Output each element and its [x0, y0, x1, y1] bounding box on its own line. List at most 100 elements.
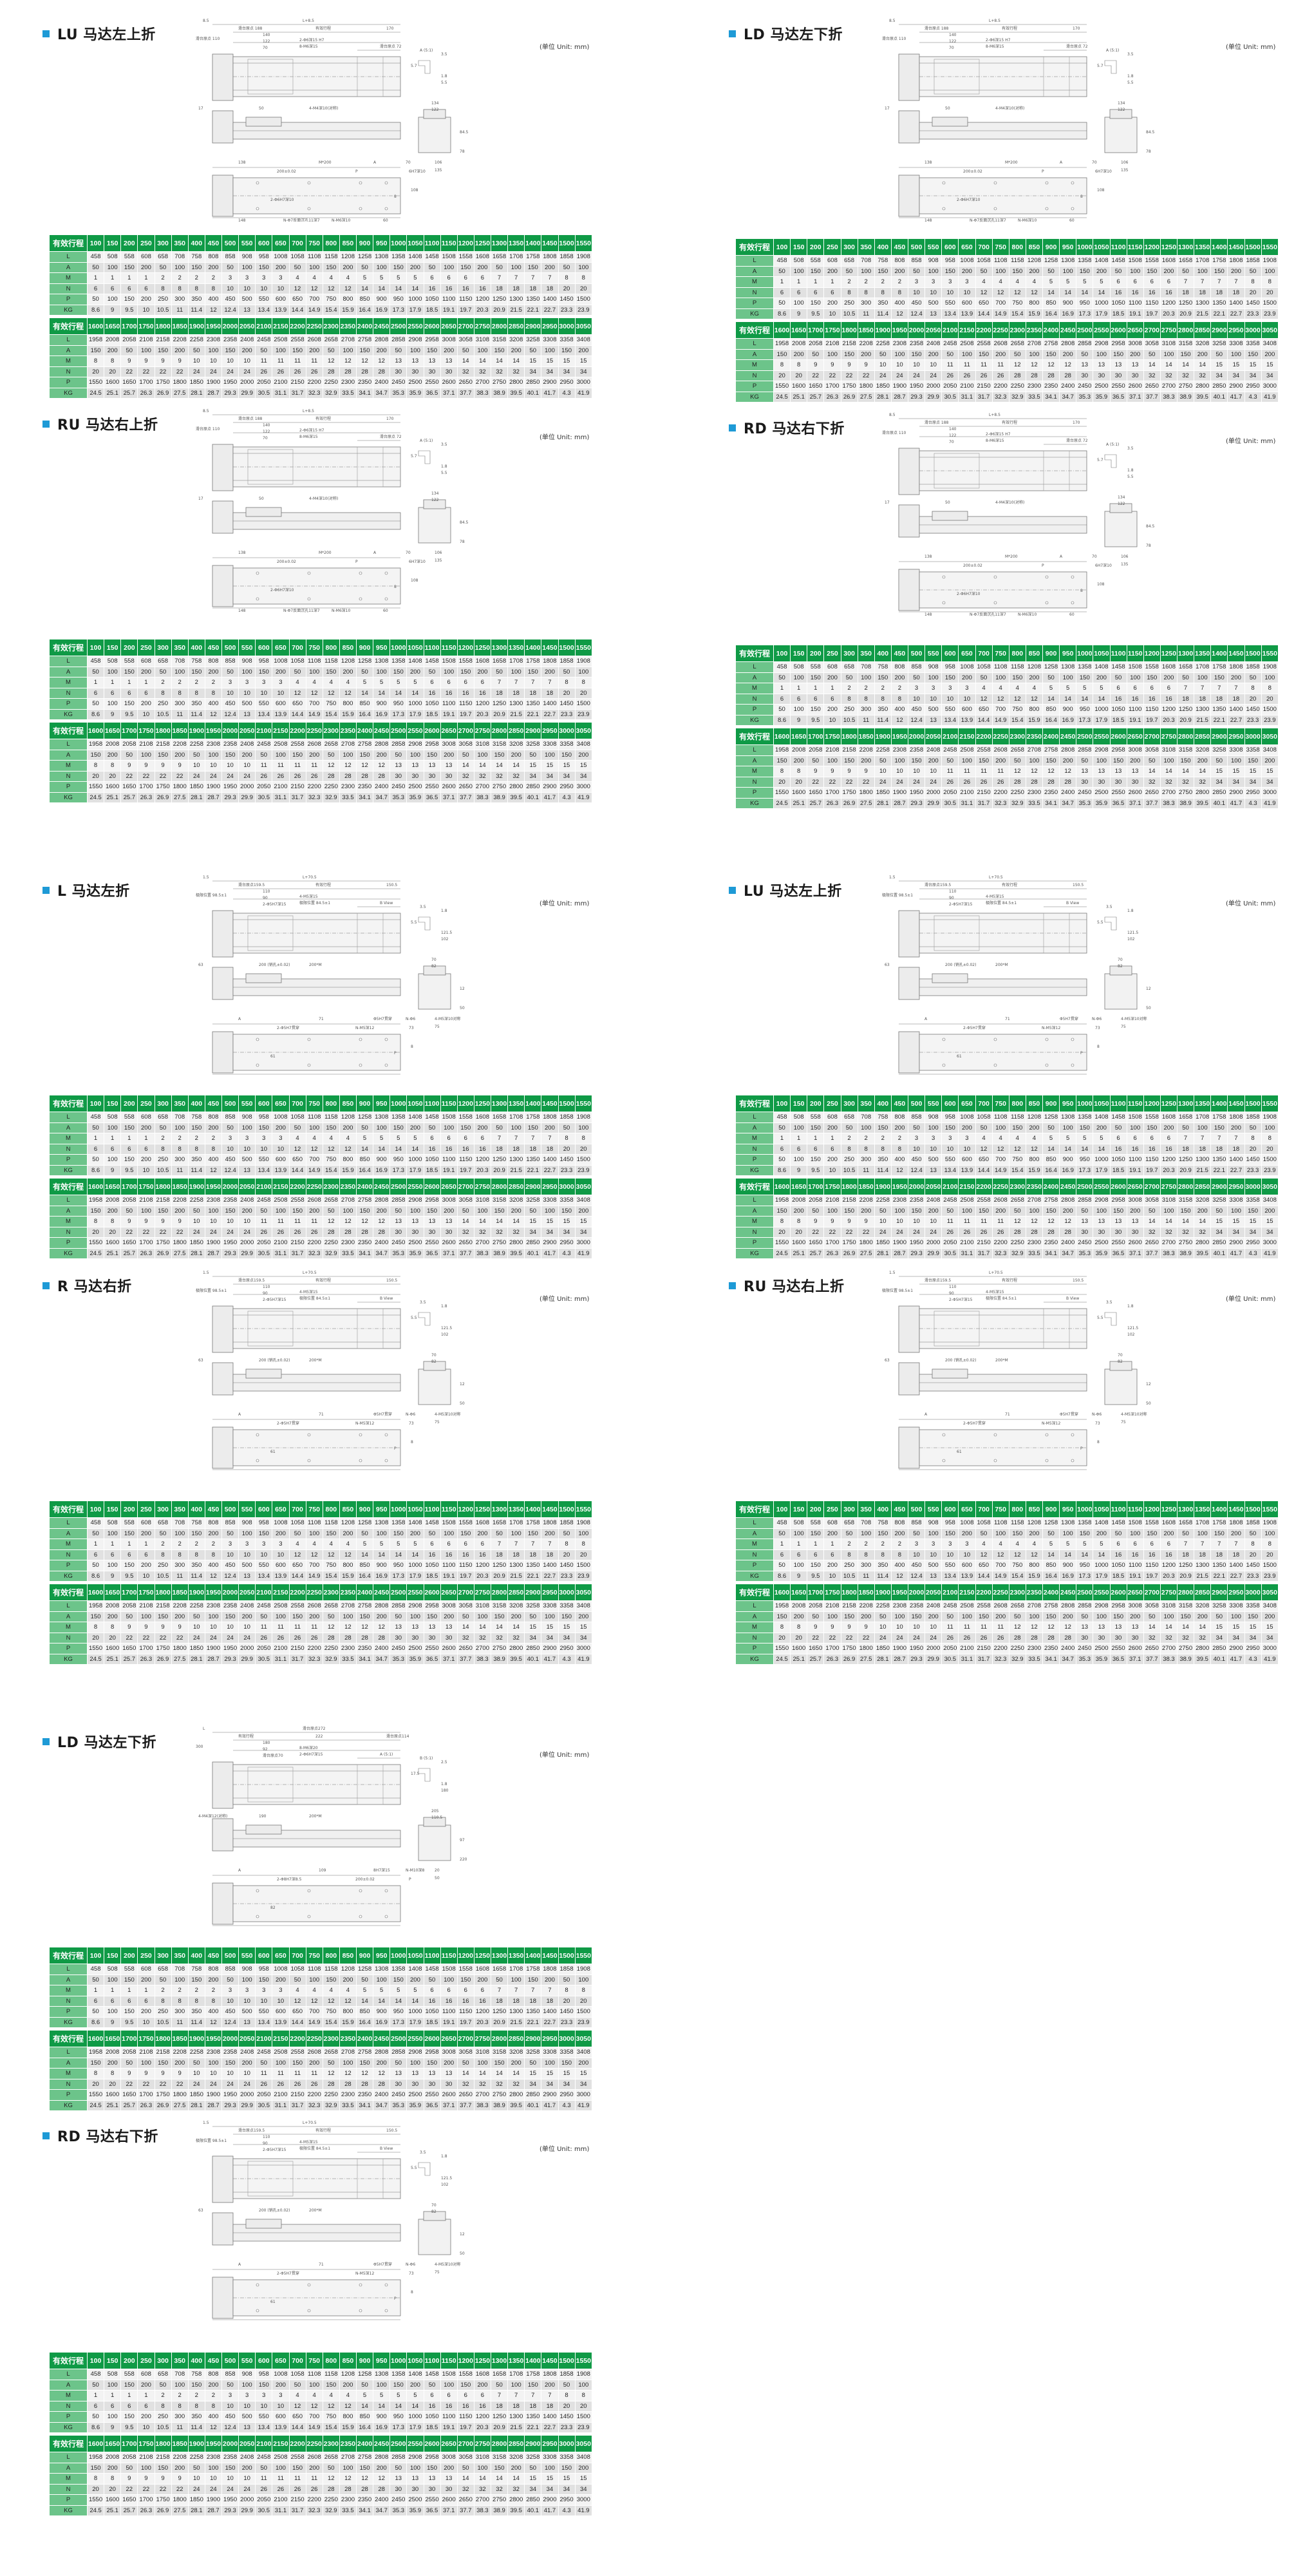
table-cell: 200 — [1026, 1122, 1042, 1133]
table-cell: 2758 — [357, 739, 373, 750]
table-cell: 13 — [925, 715, 942, 725]
table-cell: 100 — [104, 1560, 121, 1571]
stroke-header-cell: 450 — [205, 1947, 221, 1964]
dimension-label: 300 — [196, 1745, 203, 1749]
mounting-hole — [1045, 181, 1049, 185]
table-cell: 27.5 — [171, 2100, 188, 2110]
stroke-header-cell: 150 — [791, 1501, 807, 1517]
stroke-header-cell: 2750 — [474, 2436, 491, 2452]
table-cell: 3408 — [575, 1195, 592, 1206]
title-marker-icon — [42, 420, 50, 428]
table-cell: 2608 — [306, 739, 323, 750]
stroke-header-cell: 1200 — [457, 2353, 474, 2369]
table-cell: 28 — [373, 1227, 390, 1237]
table-cell: 150 — [558, 1611, 575, 1622]
table-cell: 2158 — [155, 2047, 171, 2058]
table-cell: 32 — [474, 366, 491, 377]
table-cell: 41.9 — [575, 1654, 592, 1664]
table-cell: 32.3 — [306, 2505, 323, 2515]
table-cell: 1608 — [474, 1964, 491, 1975]
table-cell: 1100 — [1127, 1155, 1143, 1165]
table-cell: 608 — [138, 1112, 155, 1122]
table-cell: 6 — [807, 1549, 824, 1560]
product-section: L 马达左折 (单位 Unit: mm) 1.5 L+70.5 滑台原点159.5 有效行… — [0, 875, 628, 1258]
table-cell: 10 — [239, 688, 256, 698]
table-cell: 11 — [171, 1571, 188, 1581]
table-cell: 16 — [1143, 1549, 1160, 1560]
table-cell: 100 — [138, 2058, 155, 2068]
table-cell: 50 — [424, 1975, 440, 1985]
table-cell: 6 — [1110, 277, 1127, 287]
table-cell: 39.5 — [508, 1654, 525, 1664]
table-cell: 22 — [121, 2079, 138, 2089]
table-cell: 6 — [104, 688, 121, 698]
stroke-header-cell: 1950 — [891, 1179, 908, 1195]
table-cell: 1858 — [1244, 256, 1261, 266]
table-cell: 200 — [306, 1611, 323, 1622]
dimension-label: 4-M5深10对称 — [435, 2262, 461, 2267]
stroke-header-cell: 2900 — [525, 1584, 541, 1600]
table-cell: 3000 — [575, 1238, 592, 1248]
section-title-text: RU 马达右上折 — [57, 417, 158, 433]
table-cell: 958 — [942, 1518, 959, 1528]
table-cell: 400 — [205, 2412, 221, 2422]
table-cell: 10 — [925, 1144, 942, 1154]
table-cell: 10 — [188, 2474, 205, 2484]
dimension-label: 138 — [924, 160, 932, 165]
table-cell: 19.1 — [440, 2422, 457, 2432]
table-cell: 6 — [1143, 1539, 1160, 1549]
table-cell: 200 — [205, 1975, 221, 1985]
table-cell: 12.4 — [222, 2017, 239, 2027]
table-cell: 50 — [1110, 266, 1127, 276]
stroke-header-cell: 1650 — [104, 1584, 121, 1600]
table-cell: 50 — [807, 755, 824, 766]
table-cell: 35.3 — [390, 792, 407, 802]
table-cell: 758 — [188, 656, 205, 667]
table-row: M 8 8 9 9 9 9 10 10 10 10 11 11 11 11 12 12 12 12 13 13 13 13 1… — [50, 2474, 592, 2484]
table-cell: 10 — [925, 287, 942, 298]
table-cell: 28.7 — [891, 798, 908, 808]
table-cell: 13 — [925, 1165, 942, 1175]
stroke-header-cell: 1850 — [171, 318, 188, 334]
table-cell: 12 — [205, 1571, 221, 1581]
table-cell: 2450 — [1076, 1238, 1093, 1248]
table-cell: 34.7 — [373, 388, 390, 398]
dimension-label: L+8.5 — [989, 19, 1000, 23]
table-cell: 12 — [357, 356, 373, 366]
table-cell: 2658 — [323, 2047, 339, 2058]
table-cell: 12 — [1009, 360, 1026, 370]
table-cell: 2558 — [289, 1195, 306, 1206]
stroke-header-cell: 1400 — [525, 1947, 541, 1964]
table-cell: 3008 — [440, 335, 457, 345]
table-cell: 1308 — [373, 252, 390, 262]
table-cell: 2758 — [1043, 1195, 1060, 1206]
stroke-header-cell: 300 — [155, 1095, 171, 1112]
table-cell: 2458 — [942, 1195, 959, 1206]
table-cell: 7 — [508, 1133, 525, 1144]
table-cell: 38.3 — [474, 2505, 491, 2515]
table-cell: 700 — [306, 1560, 323, 1571]
mounting-hole — [1045, 1037, 1049, 1041]
table-cell: 15 — [1228, 1217, 1244, 1227]
stroke-header-cell: 2700 — [457, 1179, 474, 1195]
stroke-header-cell: 2650 — [1127, 1179, 1143, 1195]
table-cell: 6 — [88, 1144, 104, 1154]
table-cell: 200 — [407, 262, 424, 272]
table-cell: 8 — [841, 694, 858, 704]
table-cell: 2708 — [339, 2047, 356, 2058]
dimension-label: 200 (销孔±0.02) — [945, 1358, 976, 1363]
table-cell: 1708 — [1194, 1112, 1211, 1122]
table-cell: 34 — [541, 366, 558, 377]
table-cell: 34 — [525, 366, 541, 377]
dimension-label: 106 — [1121, 160, 1129, 165]
table-cell: 3408 — [1261, 339, 1278, 349]
dimension-label: 200±0.02 — [963, 564, 982, 568]
table-cell: 250 — [155, 2412, 171, 2422]
stroke-header-cell: 2550 — [407, 723, 424, 739]
table-cell: 1 — [807, 1133, 824, 1144]
table-cell: 9 — [104, 2422, 121, 2432]
table-cell: 26 — [289, 2484, 306, 2494]
table-cell: 20 — [88, 1227, 104, 1237]
stroke-header-cell: 1850 — [858, 322, 874, 338]
table-cell: 708 — [858, 662, 874, 672]
